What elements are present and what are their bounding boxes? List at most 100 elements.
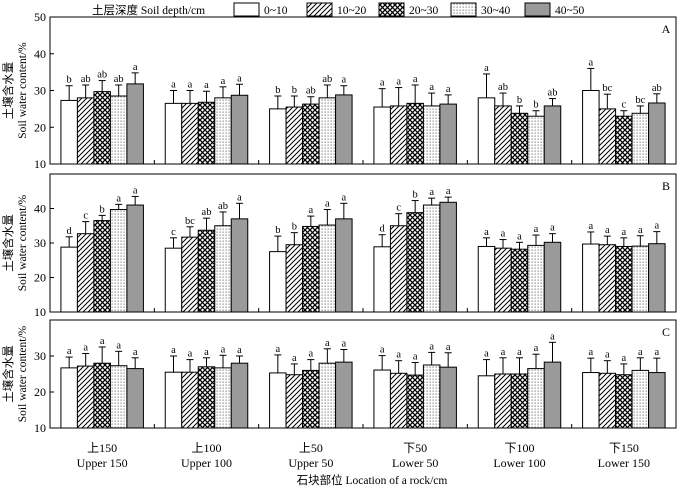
significance-letter: a (67, 346, 72, 357)
y-axis-title-en: Soil water content/% (17, 325, 29, 422)
legend-swatch (233, 2, 260, 17)
bar (269, 372, 287, 429)
bar (543, 361, 562, 429)
bar (164, 247, 183, 313)
significance-letter: a (517, 231, 522, 242)
legend-swatch (524, 2, 551, 17)
significance-letter: a (188, 80, 193, 91)
y-tick-label: 40 (34, 202, 46, 216)
significance-letter: ab (97, 70, 107, 81)
y-axis-title-cn: 土壤含水量 (1, 345, 15, 403)
significance-letter: ab (306, 86, 316, 97)
significance-letter: c (83, 211, 88, 222)
significance-letter: bc (602, 83, 612, 94)
significance-letter: ab (114, 74, 124, 85)
significance-letter: ab (652, 83, 662, 94)
bar (181, 236, 199, 313)
significance-letter: a (446, 342, 451, 353)
significance-letter: a (341, 75, 346, 86)
bar (527, 244, 545, 313)
bar (598, 372, 617, 429)
bar (197, 229, 216, 313)
legend-swatch (378, 2, 405, 17)
bar (422, 364, 441, 429)
significance-letter: a (133, 62, 138, 73)
bar (494, 373, 512, 429)
significance-letter: a (621, 227, 626, 238)
legend: 土层深度 Soil depth/cm 0~10 10~20 20~30 30~40 40… (92, 2, 584, 17)
significance-letter: a (83, 342, 88, 353)
significance-letter: a (116, 193, 121, 204)
bar (318, 97, 337, 165)
significance-letter: c (396, 203, 401, 214)
bar (582, 243, 600, 313)
significance-letter: d (380, 224, 386, 235)
bar (164, 102, 183, 165)
bar (302, 225, 320, 313)
category-label-cn: 上50 (299, 441, 323, 455)
bar (181, 102, 199, 165)
bar (318, 224, 337, 313)
significance-letter: a (621, 353, 626, 364)
bar (76, 233, 95, 313)
bar (109, 95, 128, 165)
bar (214, 367, 232, 429)
significance-letter: b (275, 225, 280, 236)
y-tick-label: 10 (34, 305, 46, 319)
bar (631, 369, 650, 429)
bar (439, 366, 457, 429)
significance-letter: a (380, 345, 385, 356)
bar (373, 246, 391, 313)
panel-letter: B (662, 179, 670, 193)
bar (93, 362, 111, 429)
legend-swatch (450, 2, 477, 17)
y-axis-title-cn: 土壤含水量 (1, 214, 15, 272)
significance-letter: a (308, 205, 313, 216)
bar (197, 366, 216, 429)
significance-letter: ab (322, 74, 332, 85)
bar (477, 97, 496, 165)
significance-letter: a (654, 221, 659, 232)
bar (406, 212, 424, 313)
bar (302, 103, 320, 165)
bar (389, 105, 408, 165)
significance-letter: b (100, 204, 105, 215)
bar (93, 91, 111, 165)
bar (269, 108, 287, 165)
bar (60, 246, 78, 313)
significance-letter: a (171, 80, 176, 91)
bar (598, 108, 617, 165)
category-label-en: Lower 50 (392, 456, 438, 470)
significance-letter: a (204, 347, 209, 358)
significance-letter: a (133, 185, 138, 196)
y-tick-label: 20 (34, 385, 46, 399)
y-axis-title-cn: 土壤含水量 (1, 62, 15, 120)
significance-letter: ab (548, 88, 558, 99)
y-tick-label: 20 (34, 120, 46, 134)
y-tick-label: 10 (34, 421, 46, 435)
legend-swatch (306, 2, 333, 17)
bar (214, 97, 232, 165)
panel-letter: C (662, 325, 670, 339)
significance-letter: a (292, 353, 297, 364)
significance-letter: a (275, 344, 280, 355)
bar (615, 245, 633, 313)
significance-letter: a (638, 225, 643, 236)
significance-letter: b (533, 100, 538, 111)
significance-letter: a (484, 63, 489, 74)
bar (335, 361, 353, 429)
category-label-en: Lower 150 (598, 456, 650, 470)
category-label-cn: 下150 (609, 441, 639, 455)
bar (164, 371, 183, 429)
significance-letter: a (429, 187, 434, 198)
bar (615, 374, 633, 429)
bar (389, 225, 408, 313)
bar (285, 106, 304, 165)
bar (439, 201, 457, 313)
category-label-cn: 上150 (87, 441, 117, 455)
significance-letter: ab (498, 82, 508, 93)
significance-letter: a (588, 221, 593, 232)
significance-letter: a (446, 186, 451, 197)
